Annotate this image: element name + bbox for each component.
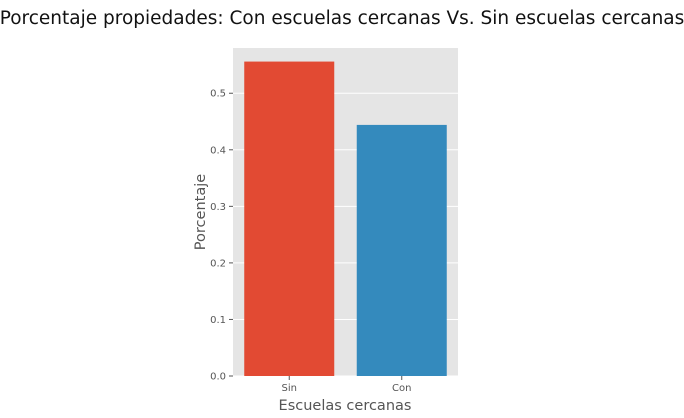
x-axis-label: Escuelas cercanas xyxy=(279,398,412,414)
y-axis-label: Porcentaje xyxy=(193,174,209,250)
x-tick-label-sin: Sin xyxy=(282,383,297,394)
y-tick-label-4: 0.4 xyxy=(210,145,226,156)
x-axis-ticks: Sin Con xyxy=(282,376,411,394)
y-tick-label-1: 0.1 xyxy=(210,315,226,326)
bar-con xyxy=(356,124,447,377)
y-axis-ticks: 0.0 0.1 0.2 0.3 0.4 0.5 xyxy=(210,89,233,383)
y-tick-label-0: 0.0 xyxy=(210,372,226,383)
chart-title: Porcentaje propiedades: Con escuelas cer… xyxy=(0,8,684,29)
y-tick-label-5: 0.5 xyxy=(210,89,226,100)
y-tick-label-3: 0.3 xyxy=(210,202,226,213)
x-tick-label-con: Con xyxy=(392,383,411,394)
bars xyxy=(244,61,447,377)
y-tick-label-2: 0.2 xyxy=(210,258,226,269)
bar-sin xyxy=(244,61,335,376)
